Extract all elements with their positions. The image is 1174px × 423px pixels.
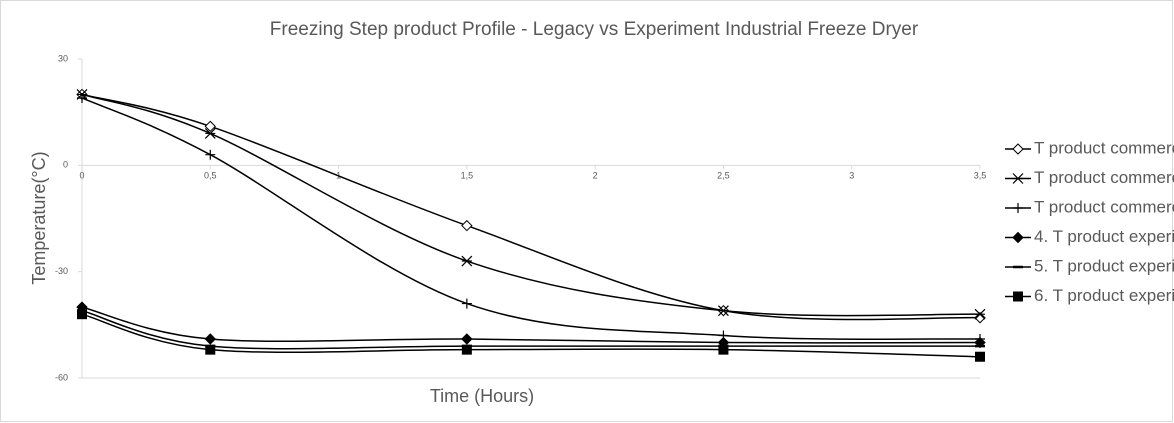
x-tick-label: 3: [849, 171, 854, 181]
chart-title: Freezing Step product Profile - Legacy v…: [270, 19, 919, 40]
marker: [205, 149, 216, 160]
legend-item: T product commercial 2: [1005, 168, 1174, 187]
marker: [461, 333, 473, 345]
legend-item: 4. T product experiment 1: [1005, 227, 1174, 246]
marker: [461, 219, 473, 232]
x-tick-label: 2: [593, 171, 598, 181]
y-tick-label: -30: [55, 266, 68, 276]
y-axis-label: Temperature(°C): [29, 151, 49, 284]
y-tick-label: 0: [63, 160, 68, 170]
marker: [1012, 231, 1024, 244]
marker: [461, 344, 472, 355]
x-axis-label: Time (Hours): [430, 386, 534, 406]
series-line: [81, 306, 981, 344]
y-tick-label: -60: [55, 372, 68, 382]
x-tick-label: 0: [79, 171, 84, 181]
legend-label: 4. T product experiment 1: [1034, 227, 1174, 246]
marker: [1013, 291, 1023, 302]
series-line: [81, 93, 981, 321]
marker: [974, 308, 986, 320]
marker: [1012, 143, 1024, 155]
marker: [1013, 203, 1023, 213]
marker: [975, 351, 985, 362]
x-tick-label: 3,5: [974, 171, 987, 181]
marker: [461, 298, 472, 309]
legend-label: T product commercial 2: [1034, 168, 1174, 187]
marker: [974, 336, 986, 349]
marker: [77, 309, 87, 320]
marker: [718, 305, 729, 317]
series: [77, 309, 985, 362]
x-tick-label: 1,5: [461, 171, 474, 181]
legend-item: T product commercial 3: [1005, 197, 1174, 216]
series-line: [81, 313, 981, 358]
x-tick-label: 2,5: [717, 171, 730, 181]
y-tick-label: 30: [58, 53, 68, 63]
marker: [205, 344, 216, 355]
legend-label: 6. T product experiment 3: [1034, 286, 1174, 305]
x-tick-label: 0,5: [204, 171, 217, 181]
series-line: [81, 309, 980, 350]
legend-item: 5. T product experiment 2: [1005, 256, 1174, 275]
legend-item: 6. T product experiment 3: [1005, 286, 1174, 305]
series-line: [81, 97, 981, 340]
marker: [204, 120, 216, 133]
legend-label: T product commercial 1: [1034, 138, 1174, 157]
legend-item: T product commercial 1: [1005, 138, 1174, 157]
series: [76, 301, 986, 349]
marker: [1012, 173, 1024, 184]
marker: [461, 255, 473, 267]
marker: [718, 344, 729, 355]
marker: [974, 312, 986, 324]
legend-label: 5. T product experiment 2: [1034, 256, 1174, 275]
legend-label: T product commercial 3: [1034, 197, 1174, 216]
marker: [204, 128, 216, 139]
series-line: [81, 93, 981, 317]
marker: [204, 333, 216, 345]
marker: [77, 92, 87, 103]
